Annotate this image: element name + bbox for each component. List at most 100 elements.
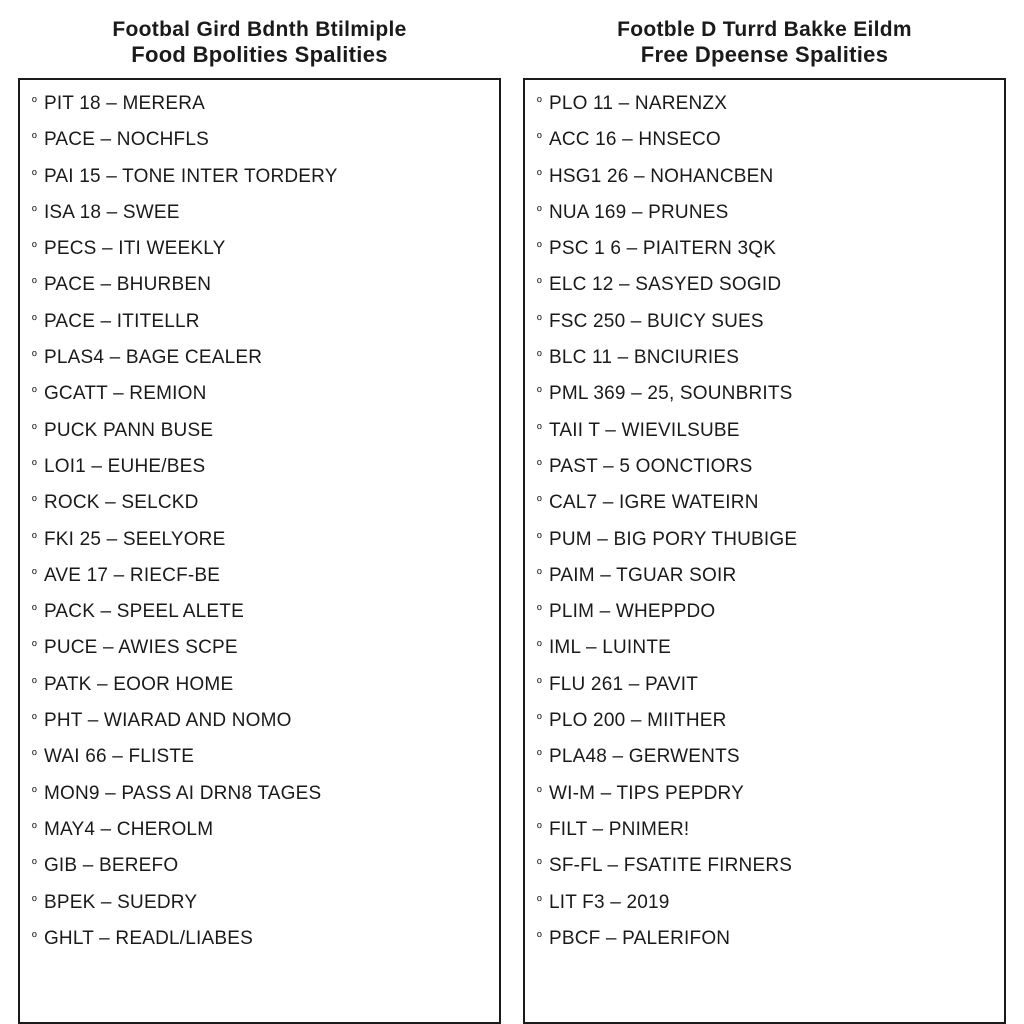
list-item-text: BPEK – SUEDRY (44, 893, 197, 912)
bullet-icon: º (537, 603, 542, 616)
list-item: º PACK – SPEEL ALETE (32, 602, 487, 621)
list-item: ºGIB – BEREFO (32, 856, 487, 875)
list-item: º FSC 250 – BUICY SUES (537, 312, 992, 331)
list-item-text: PECS – ITI WEEKLY (44, 239, 226, 258)
list-item-text: PACE – BHURBEN (44, 275, 211, 294)
bullet-icon: º (32, 748, 37, 761)
right-column: Footble D Turrd Bakke Eildm Free Dpeense… (523, 18, 1006, 1024)
list-item-text: FKI 25 – SEELYORE (44, 530, 226, 549)
list-item-text: LIT F3 – 2019 (549, 893, 670, 912)
bullet-icon: º (32, 639, 37, 652)
bullet-icon: º (537, 313, 542, 326)
list-item-text: GIB – BEREFO (44, 856, 178, 875)
list-item-text: PHT – WIARAD AND NOMO (44, 711, 292, 730)
list-item: ºPLIM – WHEPPDO (537, 602, 992, 621)
list-item-text: ISA 18 – SWEE (44, 203, 180, 222)
left-list-box: ºPIT 18 – MERERAºPACE – NOCHFLSºPAI 15 –… (18, 78, 501, 1024)
list-item-text: MAY4 – CHEROLM (44, 820, 213, 839)
list-item-text: WI-M – TIPS PEPDRY (549, 784, 744, 803)
list-item-text: WAI 66 – FLISTE (44, 747, 194, 766)
bullet-icon: º (32, 385, 37, 398)
right-header-line1: Footble D Turrd Bakke Eildm (523, 18, 1006, 42)
list-item: º IML – LUINTE (537, 638, 992, 657)
bullet-icon: º (537, 639, 542, 652)
bullet-icon: º (32, 930, 37, 943)
list-item: º ISA 18 – SWEE (32, 203, 487, 222)
bullet-icon: º (537, 857, 542, 870)
list-item: ºCAL7 – IGRE WATEIRN (537, 493, 992, 512)
bullet-icon: º (537, 676, 542, 689)
list-item-text: PAST – 5 OONCTIORS (549, 457, 753, 476)
right-header-line2: Free Dpeense Spalities (523, 42, 1006, 68)
bullet-icon: º (32, 95, 37, 108)
list-item-text: ROCK – SELCKD (44, 493, 199, 512)
bullet-icon: º (537, 168, 542, 181)
bullet-icon: º (537, 385, 542, 398)
list-item: º FLU 261 – PAVIT (537, 675, 992, 694)
left-column: Footbal Gird Bdnth Btilmiple Food Bpolit… (18, 18, 501, 1024)
list-item-text: TAII T – WIEVILSUBE (549, 421, 740, 440)
list-item: ºPBCF – PALERIFON (537, 929, 992, 948)
bullet-icon: º (32, 894, 37, 907)
bullet-icon: º (537, 748, 542, 761)
list-item-text: PACK – SPEEL ALETE (44, 602, 244, 621)
bullet-icon: º (32, 785, 37, 798)
list-item: º MAY4 – CHEROLM (32, 820, 487, 839)
list-item: ºFKI 25 – SEELYORE (32, 530, 487, 549)
list-item-text: MON9 – PASS AI DRN8 TAGES (44, 784, 321, 803)
list-item-text: PLAS4 – BAGE CEALER (44, 348, 262, 367)
bullet-icon: º (32, 494, 37, 507)
list-item-text: PLA48 – GERWENTS (549, 747, 740, 766)
list-item: ºPACE – BHURBEN (32, 275, 487, 294)
list-item-text: PUCE – AWIES SCPE (44, 638, 238, 657)
list-item-text: AVE 17 – RIECF-BE (44, 566, 220, 585)
list-item: ºELC 12 – SASYED SOGID (537, 275, 992, 294)
list-item-text: BLC 11 – BNCIURIES (549, 348, 739, 367)
bullet-icon: º (32, 603, 37, 616)
list-item: ºTAII T – WIEVILSUBE (537, 421, 992, 440)
list-item: º PLA48 – GERWENTS (537, 747, 992, 766)
list-item-text: FILT – PNIMER! (549, 820, 689, 839)
bullet-icon: º (537, 276, 542, 289)
list-item-text: PACE – ITITELLR (44, 312, 200, 331)
list-item-text: GCATT – REMION (44, 384, 207, 403)
list-item: º PUCE – AWIES SCPE (32, 638, 487, 657)
list-item: ºNUA 169 – PRUNES (537, 203, 992, 222)
list-item-text: FSC 250 – BUICY SUES (549, 312, 764, 331)
list-item-text: PACE – NOCHFLS (44, 130, 209, 149)
list-item: º BPEK – SUEDRY (32, 893, 487, 912)
bullet-icon: º (537, 712, 542, 725)
list-item-text: PLO 11 – NARENZX (549, 94, 727, 113)
left-header: Footbal Gird Bdnth Btilmiple Food Bpolit… (18, 18, 501, 68)
list-item: º MON9 – PASS AI DRN8 TAGES (32, 784, 487, 803)
list-item: ºPLO 11 – NARENZX (537, 94, 992, 113)
bullet-icon: º (537, 821, 542, 834)
bullet-icon: º (537, 567, 542, 580)
list-item-text: FLU 261 – PAVIT (549, 675, 698, 694)
list-item: ºPATK – EOOR HOME (32, 675, 487, 694)
bullet-icon: º (32, 204, 37, 217)
list-item-text: CAL7 – IGRE WATEIRN (549, 493, 759, 512)
list-item: ºAVE 17 – RIECF-BE (32, 566, 487, 585)
list-item-text: PSC 1 6 – PIAITERN 3QK (549, 239, 776, 258)
list-item-text: IML – LUINTE (549, 638, 671, 657)
left-header-line2: Food Bpolities Spalities (18, 42, 501, 68)
bullet-icon: º (537, 349, 542, 362)
list-item: ºACC 16 – HNSECO (537, 130, 992, 149)
list-item-text: PML 369 – 25, SOUNBRITS (549, 384, 793, 403)
list-item: ºWI-M – TIPS PEPDRY (537, 784, 992, 803)
bullet-icon: º (32, 349, 37, 362)
list-item: º PLAS4 – BAGE CEALER (32, 348, 487, 367)
list-item: º ROCK – SELCKD (32, 493, 487, 512)
bullet-icon: º (537, 930, 542, 943)
list-item: º PSC 1 6 – PIAITERN 3QK (537, 239, 992, 258)
list-item: º WAI 66 – FLISTE (32, 747, 487, 766)
list-item: º FILT – PNIMER! (537, 820, 992, 839)
bullet-icon: º (32, 821, 37, 834)
list-item: ºPECS – ITI WEEKLY (32, 239, 487, 258)
bullet-icon: º (32, 458, 37, 471)
list-item-text: PUM – BIG PORY THUBIGE (549, 530, 797, 549)
list-item-text: PAI 15 – TONE INTER TORDERY (44, 167, 338, 186)
bullet-icon: º (537, 240, 542, 253)
bullet-icon: º (537, 204, 542, 217)
